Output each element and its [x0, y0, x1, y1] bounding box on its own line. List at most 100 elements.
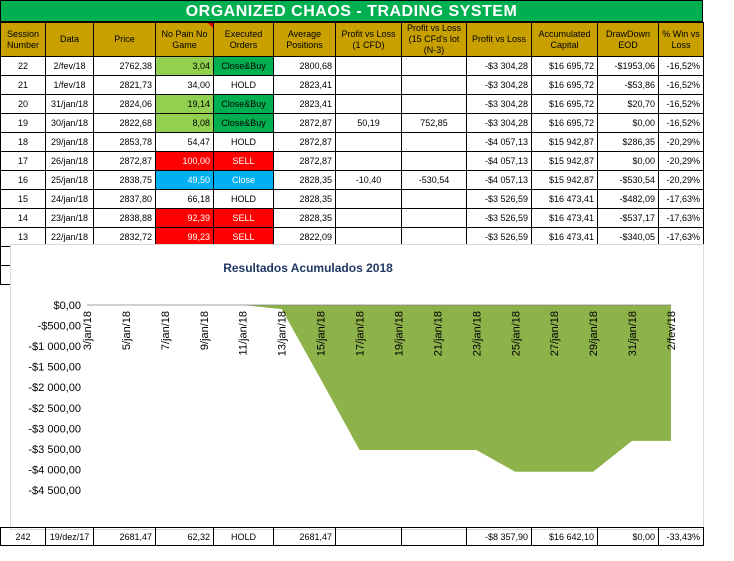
y-tick-label: -$3 500,00	[28, 444, 81, 456]
cell-session: 14	[0, 208, 46, 228]
cell-profit-1cfd: 50,19	[335, 113, 402, 133]
x-tick-label: 9/jan/18	[199, 311, 211, 350]
series-area	[87, 305, 671, 472]
y-tick-label: -$2 000,00	[28, 382, 81, 394]
cell-date: 30/jan/18	[45, 113, 94, 133]
column-header[interactable]: Accumulated Capital	[531, 22, 598, 57]
column-header[interactable]: DrawDown EOD	[597, 22, 659, 57]
cell-executed-order: Close&Buy	[213, 56, 274, 76]
cell-profit-loss: -$4 057,13	[466, 170, 532, 190]
cell-executed-order: SELL	[213, 151, 274, 171]
chart-svg: Resultados Acumulados 2018 $0,00 -$500,00 -…	[28, 261, 678, 497]
cell-drawdown: $286,35	[597, 132, 659, 152]
sheet-title: ORGANIZED CHAOS - TRADING SYSTEM	[0, 0, 703, 22]
header-row: Session Number Data Price No Pain No Game Ex…	[0, 22, 704, 57]
cell-accumulated-capital: $16 642,10	[531, 527, 598, 546]
table-row: 21 1/fev/18 2821,73 34,00 HOLD 2823,41 -$3 304…	[0, 75, 704, 95]
cell-win-loss: -16,52%	[658, 75, 704, 95]
cell-accumulated-capital: $16 473,41	[531, 189, 598, 209]
cell-date: 2/fev/18	[45, 56, 94, 76]
cell-average-position: 2872,87	[273, 151, 336, 171]
x-tick-label: 31/jan/18	[627, 311, 639, 356]
cell-executed-order: SELL	[213, 227, 274, 247]
cell-session: 242	[0, 527, 46, 546]
cell-date: 24/jan/18	[45, 189, 94, 209]
cell-date: 29/jan/18	[45, 132, 94, 152]
cell-price: 2821,73	[93, 75, 156, 95]
cell-executed-order: HOLD	[213, 527, 274, 546]
column-header[interactable]: Average Positions	[273, 22, 336, 57]
x-tick-label: 23/jan/18	[471, 311, 483, 356]
table-row: 242 19/dez/17 2681,47 62,32 HOLD 2681,47…	[0, 527, 704, 546]
cell-drawdown: -$482,09	[597, 189, 659, 209]
cell-no-pain-no-game: 34,00	[155, 75, 214, 95]
cell-session: 20	[0, 94, 46, 114]
cell-accumulated-capital: $15 942,87	[531, 132, 598, 152]
cell-price: 2762,38	[93, 56, 156, 76]
cell-executed-order: Close	[213, 170, 274, 190]
cell-date: 25/jan/18	[45, 170, 94, 190]
cell-date: 31/jan/18	[45, 94, 94, 114]
cell-profit-1cfd	[335, 527, 402, 546]
cell-session: 19	[0, 113, 46, 133]
cell-profit-loss: -$3 304,28	[466, 56, 532, 76]
cell-profit-1cfd	[335, 94, 402, 114]
cell-win-loss: -16,52%	[658, 113, 704, 133]
cell-profit-15cfd	[401, 527, 467, 546]
x-tick-label: 11/jan/18	[238, 311, 250, 355]
cell-win-loss: -17,63%	[658, 189, 704, 209]
cell-average-position: 2872,87	[273, 132, 336, 152]
cell-accumulated-capital: $15 942,87	[531, 151, 598, 171]
column-header[interactable]: Executed Orders	[213, 22, 274, 57]
table-row: 22 2/fev/18 2762,38 3,04 Close&Buy 2800,68 -$3…	[0, 56, 704, 76]
cell-executed-order: Close&Buy	[213, 94, 274, 114]
x-tick-label: 25/jan/18	[510, 311, 522, 356]
column-header[interactable]: Profit vs Loss (15 CFd's lot (N-3)	[401, 22, 467, 57]
cell-profit-1cfd: -10,40	[335, 170, 402, 190]
cell-no-pain-no-game: 3,04	[155, 56, 214, 76]
cell-date: 19/dez/17	[45, 527, 94, 546]
y-tick-label: -$3 000,00	[28, 423, 81, 435]
cumulative-results-chart: Resultados Acumulados 2018 $0,00 -$500,00 -…	[10, 244, 704, 530]
cell-average-position: 2828,35	[273, 189, 336, 209]
cell-drawdown: -$1953,06	[597, 56, 659, 76]
table-row: 17 26/jan/18 2872,87 100,00 SELL 2872,87 -$4 0…	[0, 151, 704, 171]
y-tick-label: -$2 500,00	[28, 403, 81, 415]
cell-win-loss: -16,52%	[658, 94, 704, 114]
x-tick-label: 15/jan/18	[316, 311, 328, 356]
last-table-row: 242 19/dez/17 2681,47 62,32 HOLD 2681,47…	[0, 527, 704, 546]
table-row: 14 23/jan/18 2838,88 92,39 SELL 2828,35 -$3 52…	[0, 208, 704, 228]
cell-average-position: 2681,47	[273, 527, 336, 546]
column-header[interactable]: No Pain No Game	[155, 22, 214, 57]
cell-win-loss: -20,29%	[658, 170, 704, 190]
cell-executed-order: SELL	[213, 208, 274, 228]
column-header[interactable]: Price	[93, 22, 156, 57]
cell-session: 15	[0, 189, 46, 209]
cell-session: 22	[0, 56, 46, 76]
table-row: 16 25/jan/18 2838,75 49,50 Close 2828,35 -10,4…	[0, 170, 704, 190]
cell-executed-order: HOLD	[213, 189, 274, 209]
cell-executed-order: HOLD	[213, 75, 274, 95]
column-header[interactable]: Data	[45, 22, 94, 57]
cell-profit-1cfd	[335, 75, 402, 95]
x-tick-label: 29/jan/18	[588, 311, 600, 356]
x-tick-label: 21/jan/18	[432, 311, 444, 356]
cell-average-position: 2800,68	[273, 56, 336, 76]
cell-session: 17	[0, 151, 46, 171]
column-header[interactable]: % Win vs Loss	[658, 22, 704, 57]
cell-average-position: 2828,35	[273, 170, 336, 190]
cell-price: 2872,87	[93, 151, 156, 171]
table-row: 19 30/jan/18 2822,68 8,08 Close&Buy 2872,87 50…	[0, 113, 704, 133]
cell-price: 2838,88	[93, 208, 156, 228]
cell-price: 2837,80	[93, 189, 156, 209]
cell-accumulated-capital: $16 695,72	[531, 94, 598, 114]
cell-profit-loss: -$3 526,59	[466, 189, 532, 209]
cell-win-loss: -16,52%	[658, 56, 704, 76]
column-header[interactable]: Profit vs Loss	[466, 22, 532, 57]
cell-drawdown: -$53,86	[597, 75, 659, 95]
y-tick-label: $0,00	[53, 300, 81, 312]
column-header[interactable]: Session Number	[0, 22, 46, 57]
column-header[interactable]: Profit vs Loss (1 CFD)	[335, 22, 402, 57]
x-tick-label: 3/jan/18	[82, 311, 94, 350]
cell-drawdown: -$530,54	[597, 170, 659, 190]
